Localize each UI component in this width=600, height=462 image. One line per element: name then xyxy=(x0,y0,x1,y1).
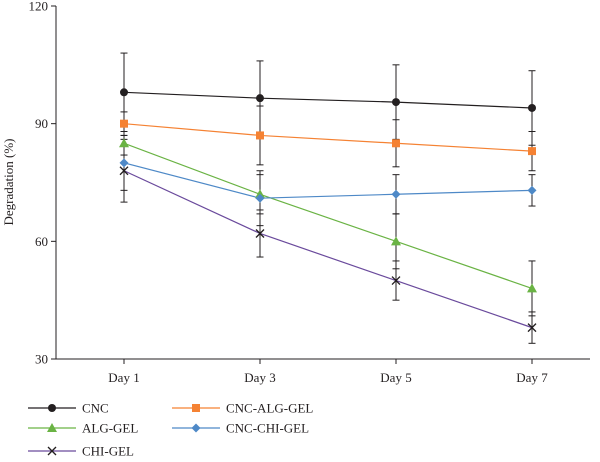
y-tick-label: 60 xyxy=(35,234,48,249)
data-point-cnc-chi-gel xyxy=(527,185,537,195)
data-point-chi-gel xyxy=(119,166,129,176)
data-point-chi-gel xyxy=(391,276,401,286)
legend-item-cnc-chi-gel: CNC-CHI-GEL xyxy=(172,421,309,436)
axes: 30 60 90 120 Day 1 Day 3 Day 5 Day 7 xyxy=(29,0,590,385)
data-point-cnc xyxy=(256,94,264,103)
legend-label: ALG-GEL xyxy=(82,421,138,436)
y-tick-label: 120 xyxy=(29,0,49,14)
legend-item-alg-gel: ALG-GEL xyxy=(28,421,138,436)
data-point-chi-gel xyxy=(527,323,537,333)
legend-label: CNC-CHI-GEL xyxy=(226,421,309,436)
series-line-cnc-alg-gel xyxy=(123,123,533,152)
data-point-cnc-chi-gel xyxy=(119,158,129,168)
y-tick-label: 30 xyxy=(35,352,48,367)
data-point-alg-gel xyxy=(119,138,129,148)
legend-item-cnc: CNC xyxy=(28,401,109,416)
legend-marker xyxy=(192,404,200,412)
series-lines xyxy=(123,91,533,329)
series-line-cnc xyxy=(123,91,533,109)
legend-marker xyxy=(47,423,57,432)
data-point-chi-gel xyxy=(255,229,265,238)
series-markers xyxy=(119,88,537,333)
data-point-cnc xyxy=(528,103,536,112)
legend-marker xyxy=(47,446,57,456)
data-point-cnc xyxy=(392,98,400,107)
data-point-cnc-alg-gel xyxy=(528,147,536,156)
data-point-cnc-chi-gel xyxy=(255,193,265,203)
data-point-cnc xyxy=(120,88,128,97)
data-point-cnc-alg-gel xyxy=(120,119,128,128)
x-tick-label: Day 1 xyxy=(108,370,139,385)
data-point-alg-gel xyxy=(391,236,401,246)
legend-marker xyxy=(191,423,201,433)
series-line-cnc-chi-gel xyxy=(123,162,533,199)
series-line-alg-gel xyxy=(123,142,533,289)
legend-item-cnc-alg-gel: CNC-ALG-GEL xyxy=(172,401,313,416)
legend-label: CNC xyxy=(82,401,109,416)
x-tick-label: Day 7 xyxy=(516,370,548,385)
series-line-chi-gel xyxy=(123,170,533,329)
x-tick-label: Day 3 xyxy=(244,370,275,385)
data-point-cnc-alg-gel xyxy=(256,131,264,140)
y-tick-label: 90 xyxy=(35,116,48,131)
data-point-cnc-chi-gel xyxy=(391,189,401,199)
legend-marker xyxy=(48,404,56,412)
legend-item-chi-gel: CHI-GEL xyxy=(28,444,134,459)
legend-label: CHI-GEL xyxy=(82,444,134,459)
x-tick-label: Day 5 xyxy=(380,370,411,385)
legend-label: CNC-ALG-GEL xyxy=(226,401,313,416)
data-point-alg-gel xyxy=(527,283,537,293)
data-point-cnc-alg-gel xyxy=(392,139,400,148)
legend: CNC CNC-ALG-GEL ALG-GEL CNC-CHI-GEL CHI-GEL xyxy=(28,401,313,459)
y-axis-title: Degradation (%) xyxy=(1,139,16,226)
